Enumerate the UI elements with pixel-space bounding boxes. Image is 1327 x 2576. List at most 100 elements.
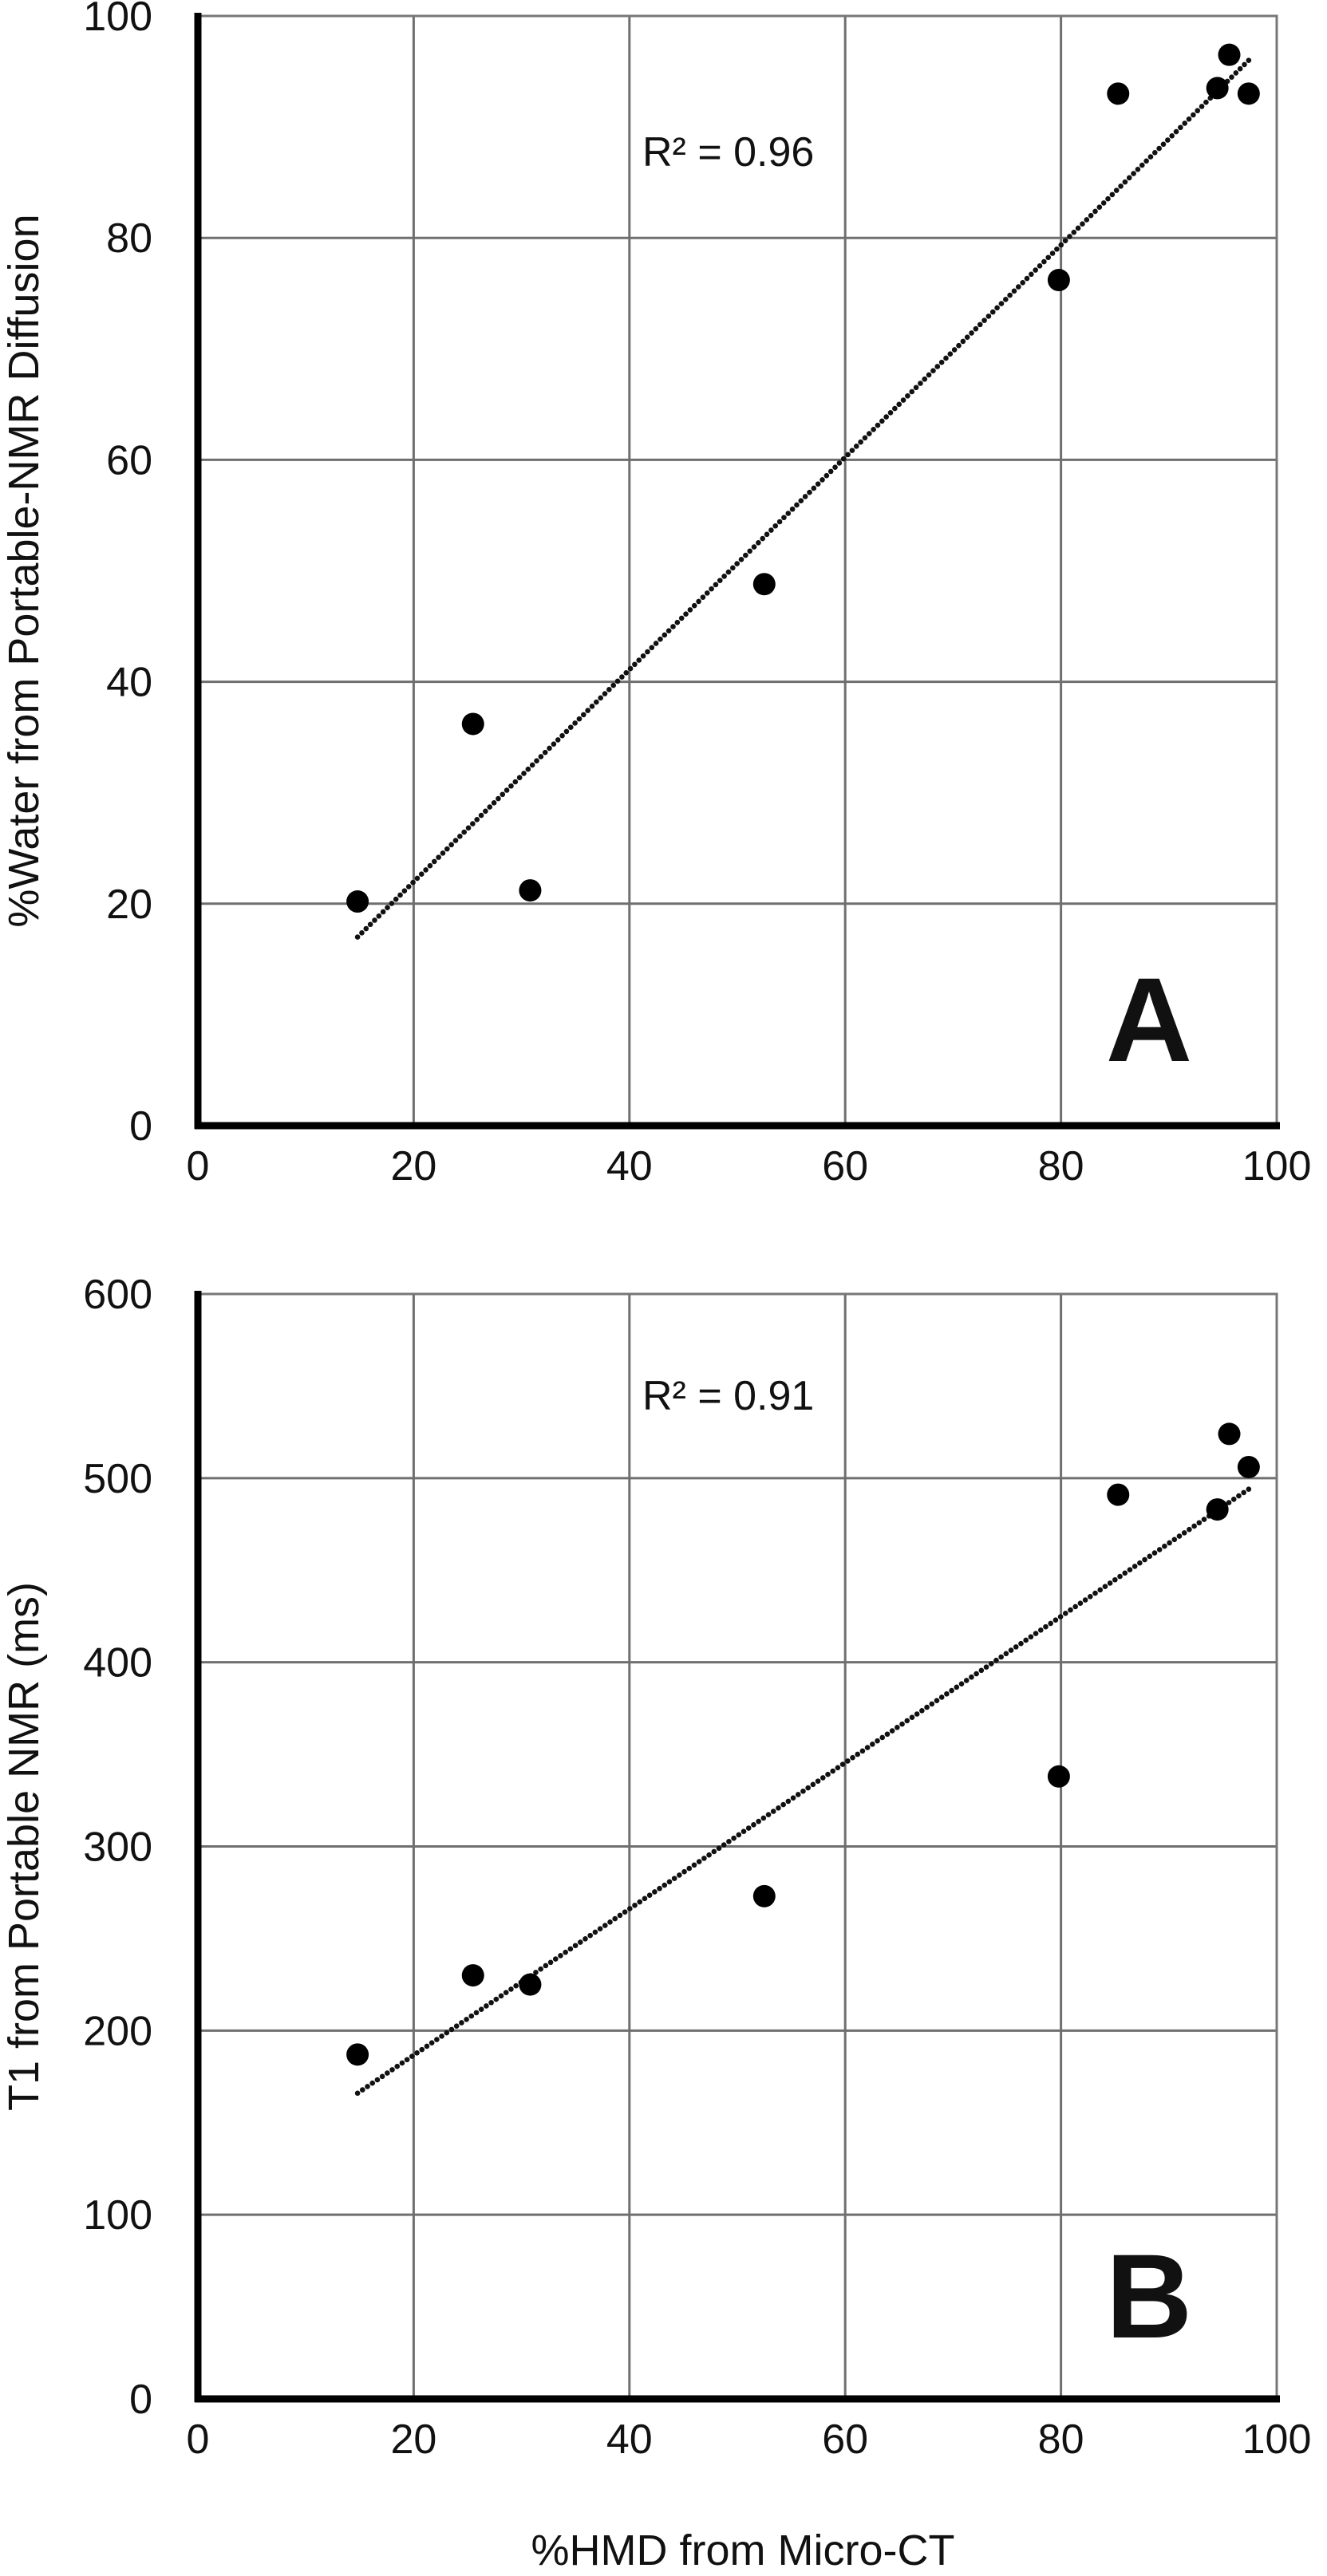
trendline-dot xyxy=(448,2026,455,2033)
trendline-dot xyxy=(1013,1644,1019,1650)
trendline-dot xyxy=(1151,150,1158,156)
trendline-dot xyxy=(1182,120,1187,126)
trendline-dot xyxy=(765,1812,772,1817)
trendline-dot xyxy=(1122,1570,1128,1576)
trendline-dot xyxy=(504,787,510,793)
trendline-dot xyxy=(815,1778,821,1784)
trendline-dot xyxy=(525,766,531,772)
trendline-dot xyxy=(424,2043,430,2049)
trendline-dot xyxy=(606,687,612,692)
trendline-dot xyxy=(1100,200,1107,206)
trendline-dot xyxy=(1241,1489,1246,1496)
trendline-dot xyxy=(662,1882,668,1888)
trendline-dot xyxy=(1127,1567,1133,1572)
data-point xyxy=(752,573,776,596)
trendline-dot xyxy=(559,732,565,739)
y-tick-label: 400 xyxy=(83,1640,152,1686)
trendline-dot xyxy=(508,783,514,789)
trendline-dot xyxy=(747,548,752,554)
trendline-dot xyxy=(414,875,421,882)
x-tick-label: 100 xyxy=(1242,2416,1312,2463)
trendline-dot xyxy=(823,472,830,479)
trendline-dot xyxy=(576,716,583,722)
trendline-dot xyxy=(717,578,723,583)
trendline-dot xyxy=(410,879,416,886)
trendline-dot xyxy=(1132,1564,1138,1569)
data-point xyxy=(1047,1765,1070,1788)
data-point xyxy=(1237,82,1260,105)
trendline-dot xyxy=(1053,1617,1059,1623)
trendline-dot xyxy=(1045,254,1052,261)
trendline-dot xyxy=(1057,1614,1064,1619)
trendline-dot xyxy=(836,460,843,466)
trendline-dot xyxy=(989,309,996,315)
x-tick-label: 40 xyxy=(606,1143,653,1189)
trendline-dot xyxy=(704,590,710,596)
trendline-dot xyxy=(478,812,484,819)
trendline-dot xyxy=(859,1748,866,1754)
trendline-dot xyxy=(552,1956,559,1962)
trendline-dot xyxy=(853,444,859,449)
trendline-dot xyxy=(419,2046,425,2053)
trendline-dot xyxy=(580,712,586,718)
trendline-dot xyxy=(461,829,467,835)
trendline-dot xyxy=(1075,225,1081,231)
trendline-dot xyxy=(577,1939,583,1945)
trendline-dot xyxy=(1226,1500,1232,1505)
trendline-dot xyxy=(470,821,476,826)
trendline-dot xyxy=(969,1674,974,1680)
trendline-dot xyxy=(1033,267,1038,273)
y-tick-label: 40 xyxy=(106,660,152,706)
trendline-dot xyxy=(889,1728,895,1734)
trendline-dot xyxy=(998,1654,1004,1660)
trendline-dot xyxy=(385,2070,390,2076)
trendline-dot xyxy=(1002,297,1009,302)
trendline-dot xyxy=(909,1714,915,1721)
trendline-dot xyxy=(1137,1560,1143,1566)
trendline-dot xyxy=(1126,175,1132,181)
trendline-dot xyxy=(444,2030,450,2036)
trendline-dot xyxy=(969,330,974,336)
trendline-dot xyxy=(736,1832,742,1838)
trendline-dot xyxy=(914,1711,920,1717)
trendline-dot xyxy=(389,2067,395,2073)
trendline-dot xyxy=(508,1986,514,1992)
trendline-dot xyxy=(521,771,527,776)
y-tick-label: 100 xyxy=(83,2192,152,2239)
trendline-dot xyxy=(547,745,552,751)
trendline-dot xyxy=(459,2020,464,2026)
trendline-dot xyxy=(423,867,429,873)
trendline-dot xyxy=(491,799,497,806)
trendline-dot xyxy=(563,1949,568,1955)
trendline-dot xyxy=(751,1822,756,1828)
trendline-dot xyxy=(798,498,804,504)
trendline-dot xyxy=(376,913,382,919)
data-point xyxy=(1047,269,1070,292)
trendline-dot xyxy=(1203,99,1209,105)
trendline-dot xyxy=(1162,1543,1167,1549)
trendline-dot xyxy=(815,481,821,487)
trendline-dot xyxy=(954,1684,960,1690)
trendline-dot xyxy=(993,1657,999,1663)
trendline-dot xyxy=(776,519,783,525)
trendline-dot xyxy=(998,301,1005,306)
trendline-dot xyxy=(974,1671,979,1677)
trendline-dot xyxy=(1167,1540,1172,1546)
trendline-dot xyxy=(1088,1593,1093,1600)
trendline-dot xyxy=(709,586,714,592)
trendline-dot xyxy=(380,909,386,915)
trendline-dot xyxy=(1246,57,1252,63)
trendline-dot xyxy=(691,1862,697,1868)
trendline-dot xyxy=(389,901,395,906)
trendline-dot xyxy=(598,695,603,701)
trendline-dot xyxy=(662,632,668,638)
trendline-dot xyxy=(434,2037,440,2042)
trendline-dot xyxy=(610,682,616,688)
trendline-dot xyxy=(1097,1587,1104,1593)
trendline-dot xyxy=(1151,1550,1158,1556)
trendline-dot xyxy=(825,1771,831,1777)
trendline-dot xyxy=(1071,229,1077,235)
trendline-dot xyxy=(1084,217,1090,223)
trendline-dot xyxy=(478,2006,484,2012)
trendline xyxy=(354,1486,1252,2097)
